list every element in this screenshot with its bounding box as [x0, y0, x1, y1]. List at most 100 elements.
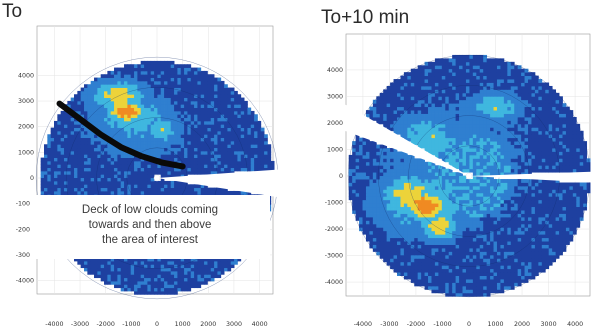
radar-cell [120, 264, 125, 269]
radar-cell [77, 124, 82, 128]
radar-cell [144, 130, 148, 135]
radar-cell [414, 265, 419, 270]
radar-cell [110, 280, 115, 285]
radar-cell [177, 130, 182, 135]
radar-cell [448, 261, 453, 266]
radar-cell [383, 234, 388, 239]
radar-cell [552, 227, 556, 232]
radar-cell [114, 97, 118, 102]
radar-cell [237, 134, 242, 138]
radar-cell [517, 234, 522, 239]
radar-cell [414, 275, 419, 280]
radar-cell [220, 154, 225, 159]
radar-cell [479, 265, 484, 270]
radar-cell [190, 120, 195, 125]
radar-cell [448, 279, 453, 283]
radar-cell [70, 150, 75, 155]
radar-cell [496, 227, 501, 232]
radar-cell [455, 292, 460, 297]
radar-cell [445, 220, 450, 225]
radar-cell [154, 90, 158, 95]
radar-cell [237, 130, 242, 135]
radar-cell [503, 279, 508, 283]
radar-cell [154, 164, 158, 169]
radar-cell [150, 284, 155, 289]
radar-cell [144, 280, 148, 285]
radar-cell [421, 220, 425, 225]
radar-cell [174, 134, 178, 138]
radar-cell [120, 100, 125, 105]
radar-cell [521, 268, 525, 273]
radar-cell [507, 234, 512, 239]
radar-cell [117, 150, 122, 155]
radar-cell [194, 114, 198, 118]
radar-cell [469, 258, 474, 263]
radar-cell [190, 280, 195, 285]
radar-cell [80, 130, 85, 135]
radar-cell [104, 154, 108, 159]
radar-cell [531, 234, 536, 239]
radar-cell [190, 144, 195, 149]
radar-cell [414, 223, 419, 228]
radar-cell [57, 184, 62, 189]
radar-cell [250, 134, 255, 138]
radar-cell [104, 170, 108, 175]
radar-cell [170, 110, 175, 115]
radar-cell [117, 170, 122, 175]
radar-cell [137, 87, 142, 92]
radar-cell [445, 275, 450, 280]
radar-cell [197, 184, 202, 189]
radar-cell [424, 272, 429, 276]
radar-cell [107, 100, 112, 105]
radar-cell [210, 90, 215, 95]
radar-cell [180, 284, 185, 289]
radar-cell [403, 237, 408, 242]
radar-cell [217, 117, 222, 122]
radar-cell [534, 213, 539, 218]
radar-cell [117, 80, 122, 85]
radar-cell [80, 177, 85, 182]
radar-cell [234, 144, 238, 149]
radar-cell [50, 177, 55, 182]
radar-cell [87, 160, 92, 165]
radar-cell [174, 124, 178, 128]
radar-cell [204, 277, 208, 282]
radar-cell [517, 216, 522, 221]
radar-cell [110, 184, 115, 189]
radar-cell [67, 160, 72, 165]
radar-cell [545, 254, 550, 259]
radar-cell [393, 251, 398, 256]
radar-cell [154, 64, 158, 68]
radar-cell [97, 257, 102, 262]
radar-cell [174, 64, 178, 68]
radar-cell [60, 144, 65, 149]
radar-cell [190, 187, 195, 192]
radar-cell [160, 257, 165, 262]
radar-cell [70, 160, 75, 165]
radar-cell [67, 117, 72, 122]
radar-cell [510, 272, 515, 276]
radar-cell [421, 251, 425, 256]
radar-cell [60, 124, 65, 128]
radar-cell [74, 167, 78, 172]
radar-cell [77, 140, 82, 145]
radar-cell [140, 74, 145, 78]
radar-cell [60, 130, 65, 135]
radar-cell [160, 287, 165, 292]
radar-cell [493, 244, 498, 249]
radar-cell [465, 213, 470, 218]
radar-cell [100, 180, 105, 185]
radar-cell [483, 275, 488, 280]
radar-cell [134, 267, 138, 272]
radar-cell [130, 80, 135, 85]
radar-cell [220, 150, 225, 155]
radar-cell [137, 264, 142, 269]
radar-cell [60, 160, 65, 165]
radar-cell [410, 223, 415, 228]
radar-cell [104, 124, 108, 128]
radar-cell [490, 275, 494, 280]
radar-cell [448, 230, 453, 235]
radar-cell [524, 275, 529, 280]
radar-cell [117, 94, 122, 98]
radar-cell [260, 164, 265, 169]
